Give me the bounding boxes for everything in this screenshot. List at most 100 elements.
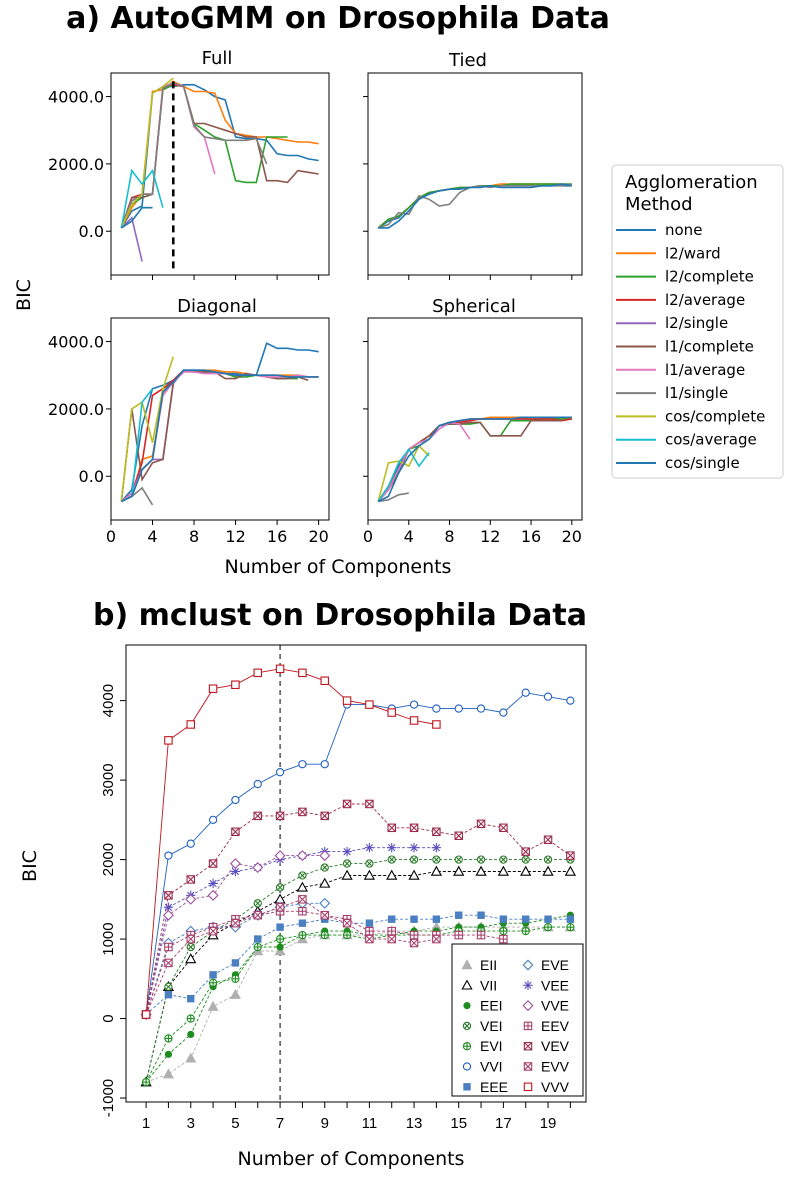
y-tick-label: 0	[100, 1014, 117, 1022]
data-point	[454, 855, 463, 864]
data-point	[320, 863, 329, 872]
data-point	[298, 930, 307, 940]
x-tick-label: 8	[444, 527, 454, 546]
autogmm-panels: Full 0.0 2000.0 4000.0 Tied Diagonal 0.0 2000.0…	[13, 48, 583, 578]
data-point	[523, 1041, 533, 1051]
data-point	[409, 938, 419, 948]
series-l1-single	[378, 492, 409, 503]
data-point	[231, 680, 240, 689]
panel-tied: Tied	[363, 50, 583, 280]
data-point	[543, 922, 553, 932]
x-tick-label: 12	[480, 527, 500, 546]
data-point	[520, 865, 532, 876]
data-point	[461, 979, 473, 990]
x-tick-label: 4	[404, 527, 414, 546]
data-point	[342, 846, 352, 857]
panel-frame	[367, 317, 583, 521]
data-point	[543, 692, 553, 701]
legend-label: l1/average	[665, 361, 745, 379]
panel-full: Full 0.0 2000.0 4000.0	[48, 48, 330, 280]
data-point	[231, 795, 240, 805]
x-tick-label: 5	[231, 1115, 239, 1132]
data-point	[253, 899, 262, 908]
data-point	[544, 915, 552, 923]
data-point	[499, 708, 508, 717]
data-point	[319, 877, 331, 888]
data-point	[187, 994, 195, 1003]
data-point	[231, 827, 240, 837]
series-cos-complete	[120, 77, 174, 229]
series-none	[377, 183, 572, 229]
data-point	[409, 930, 419, 940]
data-point	[253, 910, 262, 920]
data-point	[387, 823, 396, 833]
panel-title: Spherical	[432, 296, 516, 317]
title-mclust: b) mclust on Drosophila Data	[93, 598, 587, 633]
data-point	[432, 720, 441, 729]
data-point	[521, 926, 530, 936]
data-point	[162, 909, 174, 921]
data-point	[276, 923, 284, 931]
data-point	[164, 736, 173, 745]
series-none	[120, 342, 319, 503]
legend-frame	[451, 943, 584, 1097]
data-point	[522, 915, 530, 923]
panel-frame	[110, 72, 330, 276]
legend-label: l1/complete	[665, 338, 754, 356]
data-point	[342, 859, 352, 868]
data-point	[409, 842, 419, 853]
data-point	[477, 911, 485, 919]
legend-label: VEI	[480, 1018, 503, 1034]
data-point	[432, 915, 441, 923]
x-tick-label: 0	[363, 527, 373, 546]
data-point	[410, 915, 418, 923]
data-point	[497, 865, 510, 876]
data-point	[208, 878, 218, 889]
data-point	[409, 700, 419, 709]
data-point	[564, 865, 577, 876]
series-l2-average	[377, 418, 572, 503]
data-point	[387, 855, 396, 864]
y-tick-label: 0.0	[79, 222, 104, 241]
data-point	[275, 903, 285, 912]
x-tick-label: 17	[495, 1115, 512, 1132]
series-l1-average	[120, 82, 216, 229]
data-point	[276, 943, 284, 951]
data-point	[164, 891, 173, 900]
data-point	[543, 835, 553, 844]
data-point	[462, 1062, 472, 1071]
legend-label: EEI	[480, 998, 503, 1014]
data-point	[207, 1000, 219, 1011]
data-point	[432, 704, 441, 713]
data-point	[254, 935, 262, 943]
data-point	[208, 926, 218, 936]
series-l1-complete	[120, 369, 309, 502]
data-point	[461, 959, 473, 970]
data-point	[298, 919, 307, 927]
data-point	[141, 1010, 151, 1019]
data-point	[298, 668, 307, 678]
series-EEE	[145, 914, 571, 1015]
data-point	[319, 897, 331, 909]
legend-title: Method	[625, 194, 693, 215]
x-tick-label: 13	[406, 1115, 423, 1132]
x-tick-label: 3	[187, 1115, 195, 1132]
data-point	[408, 869, 420, 880]
data-point	[463, 1002, 471, 1010]
legend-label: VII	[480, 977, 497, 993]
panel-frame	[367, 72, 583, 276]
data-point	[522, 1000, 534, 1012]
data-point	[320, 811, 329, 821]
data-point	[542, 865, 554, 876]
data-point	[432, 827, 441, 837]
data-point	[476, 855, 486, 864]
data-point	[566, 696, 575, 705]
data-point	[386, 869, 398, 880]
y-tick-label: 0.0	[79, 467, 104, 486]
legend-label: cos/complete	[665, 407, 765, 425]
data-point	[363, 869, 376, 880]
data-point	[231, 974, 240, 983]
data-point	[523, 980, 533, 990]
data-point	[499, 926, 508, 936]
y-tick-label: 2000.0	[48, 400, 104, 419]
